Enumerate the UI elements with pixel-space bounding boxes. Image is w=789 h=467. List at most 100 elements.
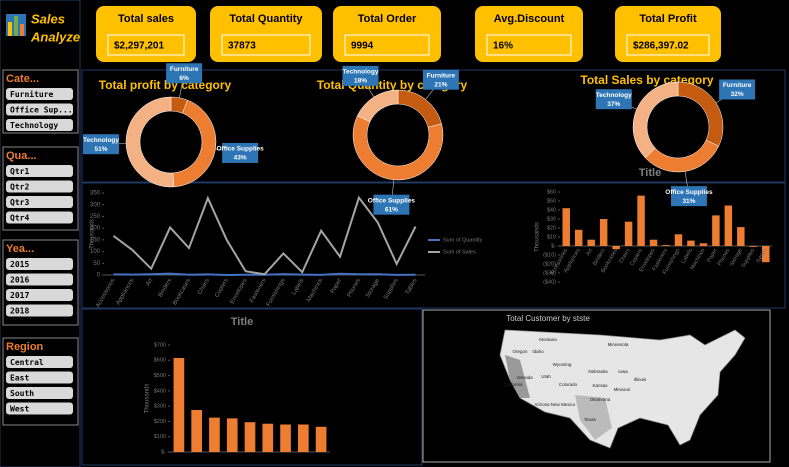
bar bbox=[699, 243, 708, 246]
slicer-item[interactable] bbox=[6, 211, 73, 224]
panel bbox=[81, 308, 423, 466]
bar bbox=[674, 234, 683, 246]
donut-slice bbox=[397, 89, 442, 128]
state-label: Nebraska bbox=[588, 369, 608, 374]
kpi-card bbox=[210, 6, 322, 62]
data-label: Furniture bbox=[723, 82, 752, 89]
slicer-item-label: 2015 bbox=[10, 260, 29, 269]
slicer-item[interactable] bbox=[6, 356, 73, 368]
data-label: 43% bbox=[234, 155, 247, 162]
bar bbox=[562, 208, 570, 246]
data-label-box bbox=[222, 142, 259, 163]
kpi-card bbox=[475, 6, 583, 62]
data-label: Technology bbox=[83, 137, 119, 144]
bar bbox=[298, 424, 309, 452]
data-label: 31% bbox=[682, 198, 695, 205]
y-tick-label: $50 bbox=[547, 198, 556, 204]
x-tick-label: Accessories bbox=[95, 278, 116, 309]
x-tick-label: Envelopes bbox=[230, 278, 249, 305]
kpi-box bbox=[626, 34, 710, 56]
line-series bbox=[112, 195, 417, 276]
bar bbox=[244, 422, 256, 452]
x-tick-label: Phones bbox=[347, 278, 362, 299]
x-tick-label: Paper bbox=[706, 248, 719, 264]
data-label-box bbox=[670, 186, 707, 207]
slicer-item-label: 2018 bbox=[10, 307, 29, 316]
y-tick-label: 200 bbox=[90, 226, 101, 232]
slicer-item[interactable] bbox=[6, 88, 73, 100]
slicer-title: Yea... bbox=[6, 243, 34, 255]
state-label: Arizona bbox=[534, 402, 550, 407]
slicer-item[interactable] bbox=[6, 196, 73, 208]
us-map-region bbox=[575, 395, 612, 440]
data-label: Furniture bbox=[427, 72, 456, 79]
kpi-card bbox=[615, 6, 721, 62]
data-label: 51% bbox=[95, 146, 108, 153]
state-label: Colorado bbox=[559, 382, 578, 387]
y-tick-label: 300 bbox=[90, 202, 101, 208]
panel bbox=[81, 182, 786, 309]
slicer-item[interactable] bbox=[6, 103, 73, 116]
state-label: Kansas bbox=[592, 383, 608, 388]
state-label: Texas bbox=[584, 417, 597, 422]
bar bbox=[599, 219, 608, 246]
x-tick-label: Labels bbox=[291, 278, 305, 296]
bar bbox=[749, 246, 758, 247]
y-axis-title: Thousands bbox=[145, 384, 151, 414]
kpi-box bbox=[486, 34, 572, 56]
data-label-box bbox=[422, 69, 459, 90]
slicer-item[interactable] bbox=[6, 304, 73, 317]
bar bbox=[262, 423, 274, 452]
state-label: Oklahoma bbox=[590, 397, 611, 402]
x-tick-label: Machines bbox=[306, 278, 324, 303]
legend-label: Sum of Quantity bbox=[443, 237, 483, 243]
bar bbox=[587, 239, 595, 246]
x-tick-label: Appliances bbox=[116, 278, 136, 306]
x-tick-label: Fasteners bbox=[249, 278, 268, 304]
slicer-item[interactable] bbox=[6, 258, 73, 270]
slicer-item-label: Technology bbox=[10, 121, 58, 130]
us-map bbox=[499, 329, 746, 449]
x-tick-label: Art bbox=[145, 278, 154, 288]
slicer-item-label: Central bbox=[10, 358, 44, 367]
slicer-item-label: South bbox=[10, 389, 34, 398]
y-axis-title: Thousands bbox=[90, 219, 96, 249]
bar bbox=[762, 246, 770, 263]
kpi-label: Avg.Discount bbox=[494, 13, 565, 25]
slicer-item-label: Office Sup... bbox=[10, 105, 73, 115]
slicer-item[interactable] bbox=[6, 180, 73, 193]
y-tick-label: $40 bbox=[547, 207, 556, 213]
slicer-item[interactable] bbox=[6, 289, 73, 301]
kpi-value: 37873 bbox=[228, 41, 256, 52]
data-label: Furniture bbox=[170, 66, 199, 73]
slicer-item[interactable] bbox=[6, 387, 73, 399]
bar bbox=[637, 195, 645, 246]
bar bbox=[574, 229, 583, 246]
legend-label: Sum of Sales bbox=[443, 249, 476, 255]
data-label: Technology bbox=[596, 92, 632, 99]
bar bbox=[624, 221, 633, 246]
y-tick-label: ($10) bbox=[543, 252, 556, 258]
y-tick-label: $700 bbox=[154, 342, 166, 348]
slicer-title: Cate... bbox=[6, 73, 39, 85]
y-axis-title: Thousands bbox=[535, 222, 541, 252]
bar bbox=[191, 409, 202, 452]
slicer-item[interactable] bbox=[6, 165, 73, 177]
donut-slice bbox=[125, 96, 175, 188]
slicer-item[interactable] bbox=[6, 119, 73, 131]
left-panel bbox=[0, 0, 81, 467]
x-tick-label: Chairs bbox=[197, 278, 211, 296]
y-tick-label: $60 bbox=[547, 189, 556, 195]
slicer-item-label: 2016 bbox=[10, 276, 29, 285]
slicer-item[interactable] bbox=[6, 273, 73, 286]
slicer-item[interactable] bbox=[6, 402, 73, 415]
data-label-box bbox=[373, 194, 410, 215]
y-tick-label: ($40) bbox=[543, 279, 556, 285]
kpi-box bbox=[107, 34, 185, 56]
slicer-item[interactable] bbox=[6, 371, 73, 384]
x-tick-label: Binders bbox=[158, 278, 173, 299]
donut-slice bbox=[677, 81, 724, 147]
chart-title: Title bbox=[639, 167, 661, 179]
data-label: 61% bbox=[385, 206, 398, 213]
data-label: 32% bbox=[731, 91, 744, 98]
